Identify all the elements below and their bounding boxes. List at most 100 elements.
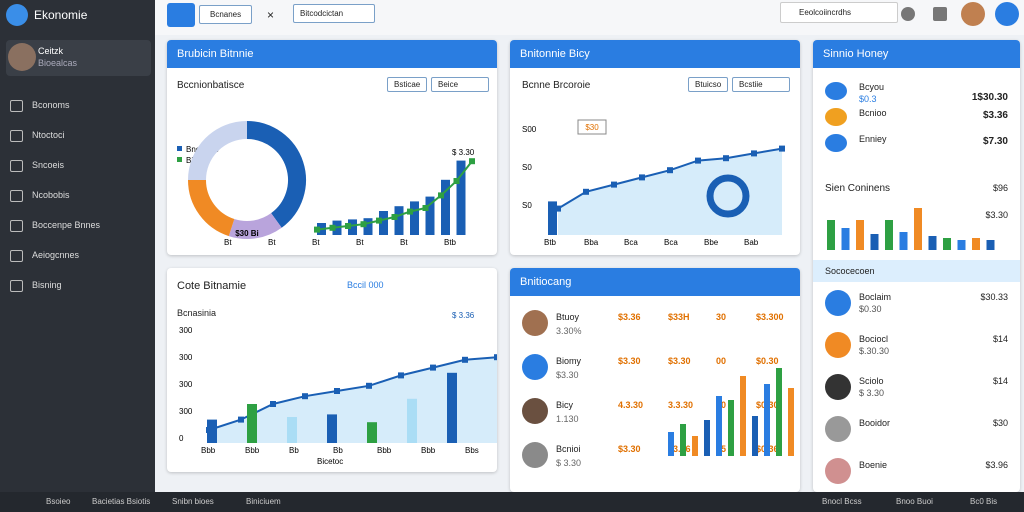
chart [827, 208, 995, 250]
bar [885, 220, 893, 250]
bar [447, 372, 457, 443]
button[interactable]: Bsticae [387, 77, 428, 92]
taskbar-item[interactable]: Bsoieo [46, 497, 71, 506]
nav-item[interactable]: Boccenpe Bnnes [32, 220, 101, 230]
taskbar-item[interactable]: Bnoo Buoi [896, 497, 933, 506]
close[interactable]: × [267, 8, 275, 22]
list-value: $14 [992, 334, 1008, 344]
sub: $ 3.30 [556, 458, 582, 468]
nav-item[interactable]: Bisning [32, 280, 62, 290]
nav-icon[interactable] [10, 160, 23, 172]
avatar[interactable] [961, 2, 985, 26]
avatar [522, 354, 548, 380]
card: Cote Bitnamie Bccil 000 Bcnasinia $ 3.36… [167, 268, 497, 472]
cell: 4.3.30 [618, 400, 644, 410]
avatar [825, 332, 851, 358]
y-tick-label: 300 [179, 407, 193, 416]
nav-icon[interactable] [10, 250, 23, 262]
legend: Bicetoc [317, 457, 343, 466]
cell: Bcnioi [556, 444, 581, 454]
cell: Biomy [556, 356, 582, 366]
cell: Btuoy [556, 312, 580, 322]
nav-item[interactable]: Ncobobis [32, 190, 70, 200]
subtitle: Bcnasinia [177, 308, 217, 318]
x-tick-label: Bba [584, 238, 599, 247]
y-tick-label: 300 [179, 353, 193, 362]
icon [825, 134, 847, 152]
card-title: Bnitonnie Bicy [510, 40, 800, 68]
nav-item[interactable]: Ntoctoci [32, 130, 65, 140]
point [430, 364, 436, 371]
nav-icon[interactable] [10, 190, 23, 202]
donut-slice [246, 121, 306, 228]
card: Brubicin Bitnnie Bccnionbatisce Bsticae … [167, 40, 497, 255]
list-name: Sciolo [859, 376, 884, 386]
x-tick-label: Btb [444, 238, 457, 247]
taskbar-item[interactable]: Bacietias Bsiotis [92, 497, 151, 506]
list-name: Boenie [859, 460, 888, 470]
x-tick-label: Bab [744, 238, 759, 247]
taskbar-item[interactable]: Bnocl Bcss [822, 497, 862, 506]
card: Sinnio Honey Bcyou $0.3 1$30.30 Bcnioo $3.36… [813, 40, 1020, 492]
chart: $30 S00 S0 S0 Btb Bba Bca Bca Bbe Bab [522, 119, 785, 247]
button[interactable]: Bcstiie [732, 77, 790, 92]
row-value: $3.36 [982, 110, 1008, 121]
taskbar-item[interactable]: Bc0 Bis [970, 497, 998, 506]
bar [247, 404, 257, 443]
avatar[interactable] [995, 2, 1019, 26]
y-tick-label: 0 [179, 434, 184, 443]
bar [957, 240, 966, 250]
icon[interactable] [933, 7, 947, 21]
card-title: Cote Bitnamie [177, 280, 247, 292]
bar [327, 414, 337, 443]
cell: $3.30 [618, 356, 641, 366]
section-value: $3.30 [985, 210, 1008, 220]
notice[interactable]: Eeolcoiincrdhs [780, 2, 898, 23]
search[interactable]: Bitcodcictan [293, 4, 375, 23]
avatar [522, 398, 548, 424]
card: Bnitiocang Btuoy $3.36 $33H 30 $3.300 3.30% Bi… [510, 268, 800, 492]
nav-item[interactable]: Aeiogcnnes [32, 250, 80, 260]
home-button[interactable] [167, 3, 195, 27]
taskbar-item[interactable]: Snibn bioes [172, 497, 214, 506]
cell: $3.300 [756, 312, 784, 322]
taskbar-item[interactable]: Biniciuem [246, 497, 281, 506]
row-name: Bcyou [859, 82, 885, 92]
button[interactable]: Btuicso [688, 77, 729, 92]
nav-item[interactable]: Sncoeis [32, 160, 65, 170]
nav-item[interactable]: Bconoms [32, 100, 70, 110]
bar [740, 376, 746, 456]
button[interactable]: Beice [431, 77, 489, 92]
icon [825, 82, 847, 100]
taskbar: Bsoieo Bacietias Bsiotis Snibn bioes Binici… [0, 492, 1024, 512]
bar [441, 179, 450, 235]
list-sub: $.30.30 [859, 346, 890, 356]
row-value: $7.30 [982, 136, 1008, 147]
nav-icon[interactable] [10, 130, 23, 142]
sub: 3.30% [556, 326, 582, 336]
point [334, 388, 340, 394]
x-tick-label: Btb [544, 238, 557, 247]
avatar [522, 442, 548, 468]
card: Bnitonnie Bicy Bcnne Brcoroie Btuicso Bc… [510, 40, 800, 255]
row-sub: $0.3 [859, 94, 877, 104]
bar [776, 368, 782, 456]
bar [788, 388, 794, 456]
bar [548, 201, 557, 235]
icon[interactable] [901, 7, 915, 21]
y-tick-label: S00 [522, 125, 537, 134]
point [238, 416, 244, 423]
nav-icon[interactable] [10, 280, 23, 292]
section-title: Sien Coninens [825, 183, 891, 194]
x-tick-label: Bca [624, 238, 638, 247]
card-title: Brubicin Bitnnie [167, 40, 497, 68]
x-tick-label: Bb [333, 446, 343, 455]
bar [928, 236, 937, 250]
nav-icon[interactable] [10, 100, 23, 112]
user-card[interactable]: Ceitzk Bioealcas [6, 40, 151, 76]
x-tick-label: Bt [400, 238, 408, 247]
area [209, 357, 497, 443]
bar [363, 218, 373, 235]
nav-icon[interactable] [10, 220, 23, 232]
tab[interactable]: Bcnanes [199, 5, 253, 24]
